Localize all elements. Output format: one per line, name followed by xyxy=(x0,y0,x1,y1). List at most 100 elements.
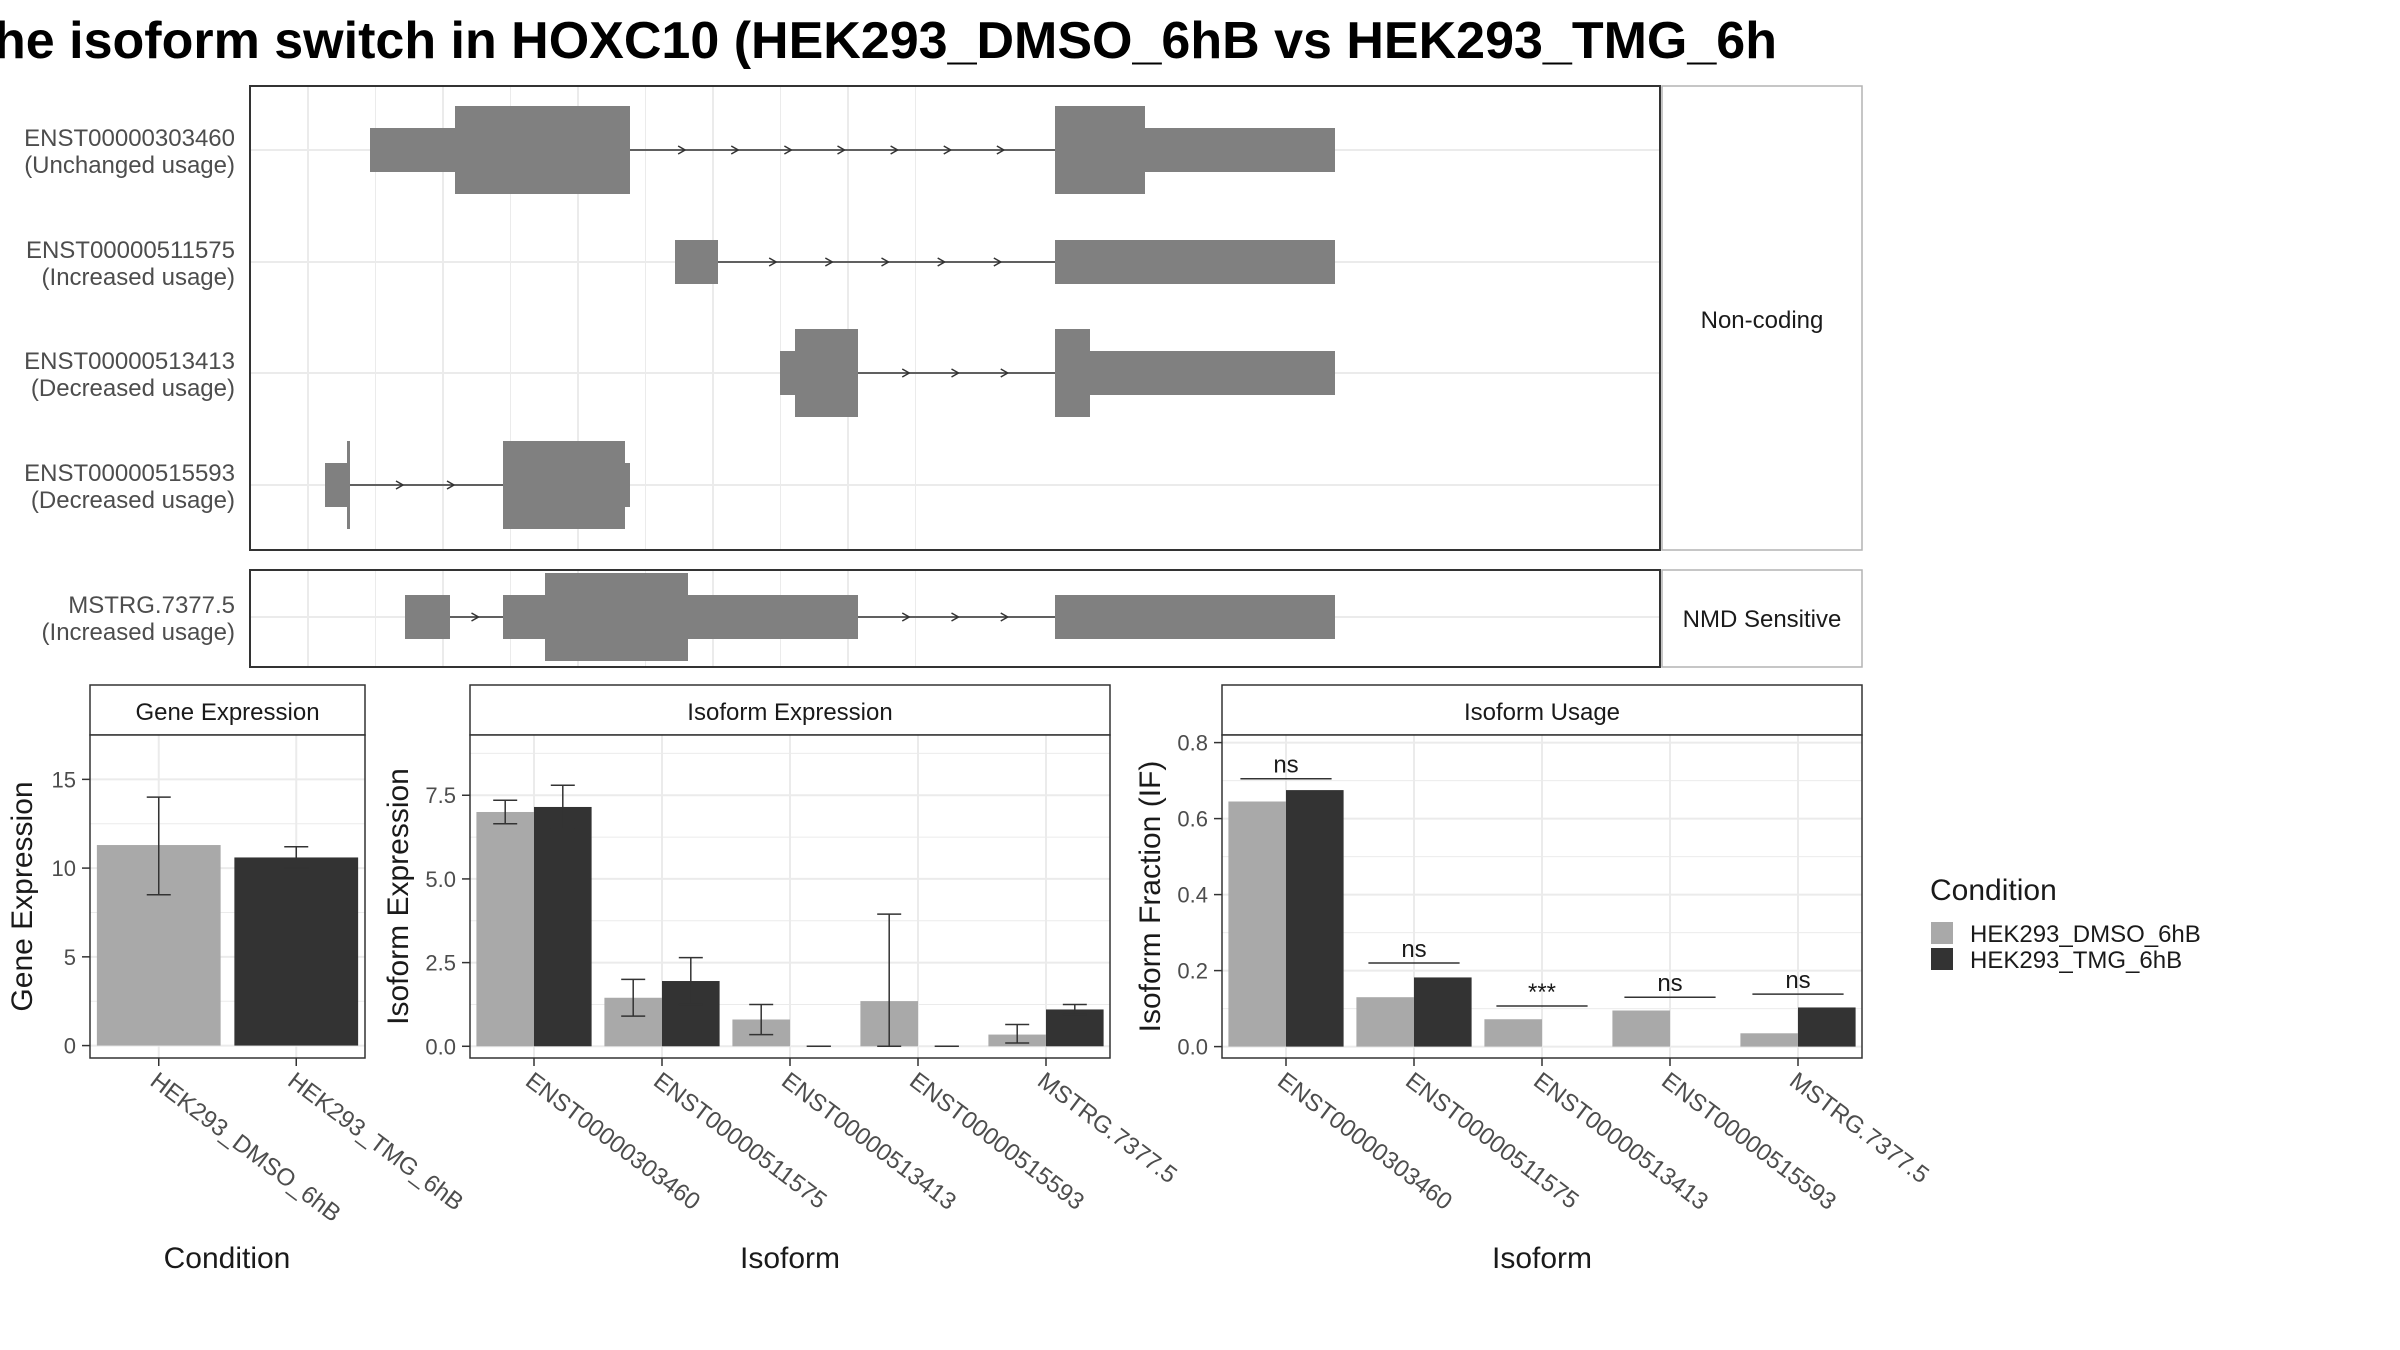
x-axis-title: Isoform xyxy=(1492,1242,1592,1275)
transcript-id-label: ENST00000303460 xyxy=(24,125,235,152)
structure-strip-nmd-box xyxy=(1661,569,1863,668)
structure-tracks-noncoding xyxy=(325,106,1335,529)
bar xyxy=(234,857,359,1046)
transcript-track xyxy=(405,573,1335,661)
transcript-id-label: ENST00000515593 xyxy=(24,460,235,487)
legend-label-dmso: HEK293_DMSO_6hB xyxy=(1970,921,2201,948)
y-tick-label: 2.5 xyxy=(425,951,456,976)
exon-utr-block xyxy=(1055,595,1335,639)
transcript-id-label: MSTRG.7377.5 xyxy=(68,592,235,619)
significance-label: *** xyxy=(1528,979,1556,1006)
intron-direction-arrow xyxy=(951,612,961,622)
exon-coding-block xyxy=(545,573,688,661)
transcript-track xyxy=(675,240,1335,284)
chart-strip-title: Isoform Expression xyxy=(687,699,892,726)
bar xyxy=(1484,1019,1542,1047)
exon-utr-block xyxy=(1055,240,1335,284)
y-tick-label: 5 xyxy=(64,945,76,970)
y-axis-title: Gene Expression xyxy=(6,781,39,1011)
intron-direction-arrow xyxy=(996,145,1006,155)
exon-coding-block xyxy=(795,329,858,417)
x-axis-title: Condition xyxy=(164,1242,291,1275)
isoform-expression-chart: Isoform Expression0.02.55.07.5ENST000003… xyxy=(382,684,1182,1275)
transcript-id-label: ENST00000513413 xyxy=(24,348,235,375)
y-tick-label: 7.5 xyxy=(425,783,456,808)
y-tick-label: 0.4 xyxy=(1177,883,1208,908)
intron-direction-arrow xyxy=(784,145,793,155)
intron-direction-arrow xyxy=(1000,612,1010,622)
chart-strip xyxy=(89,684,366,736)
exon-utr-block xyxy=(675,240,718,284)
chart-strip xyxy=(1221,684,1863,736)
bar xyxy=(534,806,592,1047)
y-tick-label: 0 xyxy=(64,1034,76,1059)
figure-title: he isoform switch in HOXC10 (HEK293_DMSO… xyxy=(0,12,1777,70)
legend-key-tmg xyxy=(1931,948,1953,970)
intron-direction-arrow xyxy=(881,257,891,267)
structure-strip-noncoding-label: Non-coding xyxy=(1701,307,1824,334)
structure-panel-nmd xyxy=(249,569,1661,668)
bar xyxy=(1798,1007,1856,1047)
x-axis-title: Isoform xyxy=(740,1242,840,1275)
legend-title: Condition xyxy=(1930,874,2057,907)
y-tick-label: 0.6 xyxy=(1177,807,1208,832)
intron-direction-arrow xyxy=(395,480,405,490)
chart-panel-border xyxy=(89,734,366,1059)
intron-direction-arrow xyxy=(937,257,947,267)
exon-coding-block xyxy=(1055,329,1090,417)
exon-coding-block xyxy=(503,441,625,529)
transcript-usage-label: (Increased usage) xyxy=(42,264,235,291)
intron-direction-arrow xyxy=(837,145,847,155)
y-tick-label: 15 xyxy=(52,767,76,792)
chart-strip-title: Isoform Usage xyxy=(1464,699,1620,726)
structure-panel-noncoding xyxy=(249,85,1661,551)
bar xyxy=(1046,1009,1104,1047)
legend-label-tmg: HEK293_TMG_6hB xyxy=(1970,947,2182,974)
y-axis-title: Isoform Expression xyxy=(382,768,415,1025)
significance-label: ns xyxy=(1273,752,1298,779)
structure-strip-nmd-label: NMD Sensitive xyxy=(1683,606,1842,633)
bar xyxy=(1286,790,1344,1047)
structure-strip-noncoding: Non-coding xyxy=(1661,85,1863,551)
exon-utr-block xyxy=(1090,351,1335,395)
intron-direction-arrow xyxy=(901,368,911,378)
legend-key-dmso xyxy=(1931,922,1953,944)
transcript-usage-label: (Decreased usage) xyxy=(31,375,235,402)
intron-direction-arrow xyxy=(768,257,778,267)
exon-coding-block xyxy=(1055,106,1145,194)
intron-direction-arrow xyxy=(471,612,481,622)
exon-utr-block xyxy=(1145,128,1335,172)
intron-direction-arrow xyxy=(993,257,1003,267)
chart-strip xyxy=(469,684,1111,736)
exon-utr-block xyxy=(625,463,630,507)
structure-tracks-nmd xyxy=(405,573,1335,661)
transcript-track xyxy=(370,106,1335,194)
bar xyxy=(476,811,534,1047)
bar xyxy=(1414,977,1472,1047)
significance-label: ns xyxy=(1657,970,1682,997)
significance-label: ns xyxy=(1785,967,1810,994)
exon-coding-block xyxy=(455,106,630,194)
intron-direction-arrow xyxy=(677,145,687,155)
y-axis-title: Isoform Fraction (IF) xyxy=(1134,761,1167,1033)
intron-direction-arrow xyxy=(951,368,961,378)
y-tick-label: 10 xyxy=(52,856,76,881)
transcript-id-label: ENST00000511575 xyxy=(26,237,235,264)
y-tick-label: 0.2 xyxy=(1177,959,1208,984)
legend: Condition HEK293_DMSO_6hB HEK293_TMG_6hB xyxy=(1930,874,2201,974)
transcript-labels: ENST00000303460(Unchanged usage) ENST0000… xyxy=(24,125,235,646)
exon-utr-block xyxy=(503,595,545,639)
intron-direction-arrow xyxy=(943,145,953,155)
chart-strip-title: Gene Expression xyxy=(135,699,319,726)
exon-utr-block xyxy=(780,351,795,395)
intron-direction-arrow xyxy=(730,145,740,155)
y-tick-label: 0.0 xyxy=(425,1034,456,1059)
bar xyxy=(1740,1033,1798,1047)
intron-direction-arrow xyxy=(1000,368,1010,378)
intron-direction-arrow xyxy=(901,612,911,622)
intron-direction-arrow xyxy=(890,145,900,155)
y-tick-label: 5.0 xyxy=(425,867,456,892)
exon-utr-block xyxy=(370,128,455,172)
